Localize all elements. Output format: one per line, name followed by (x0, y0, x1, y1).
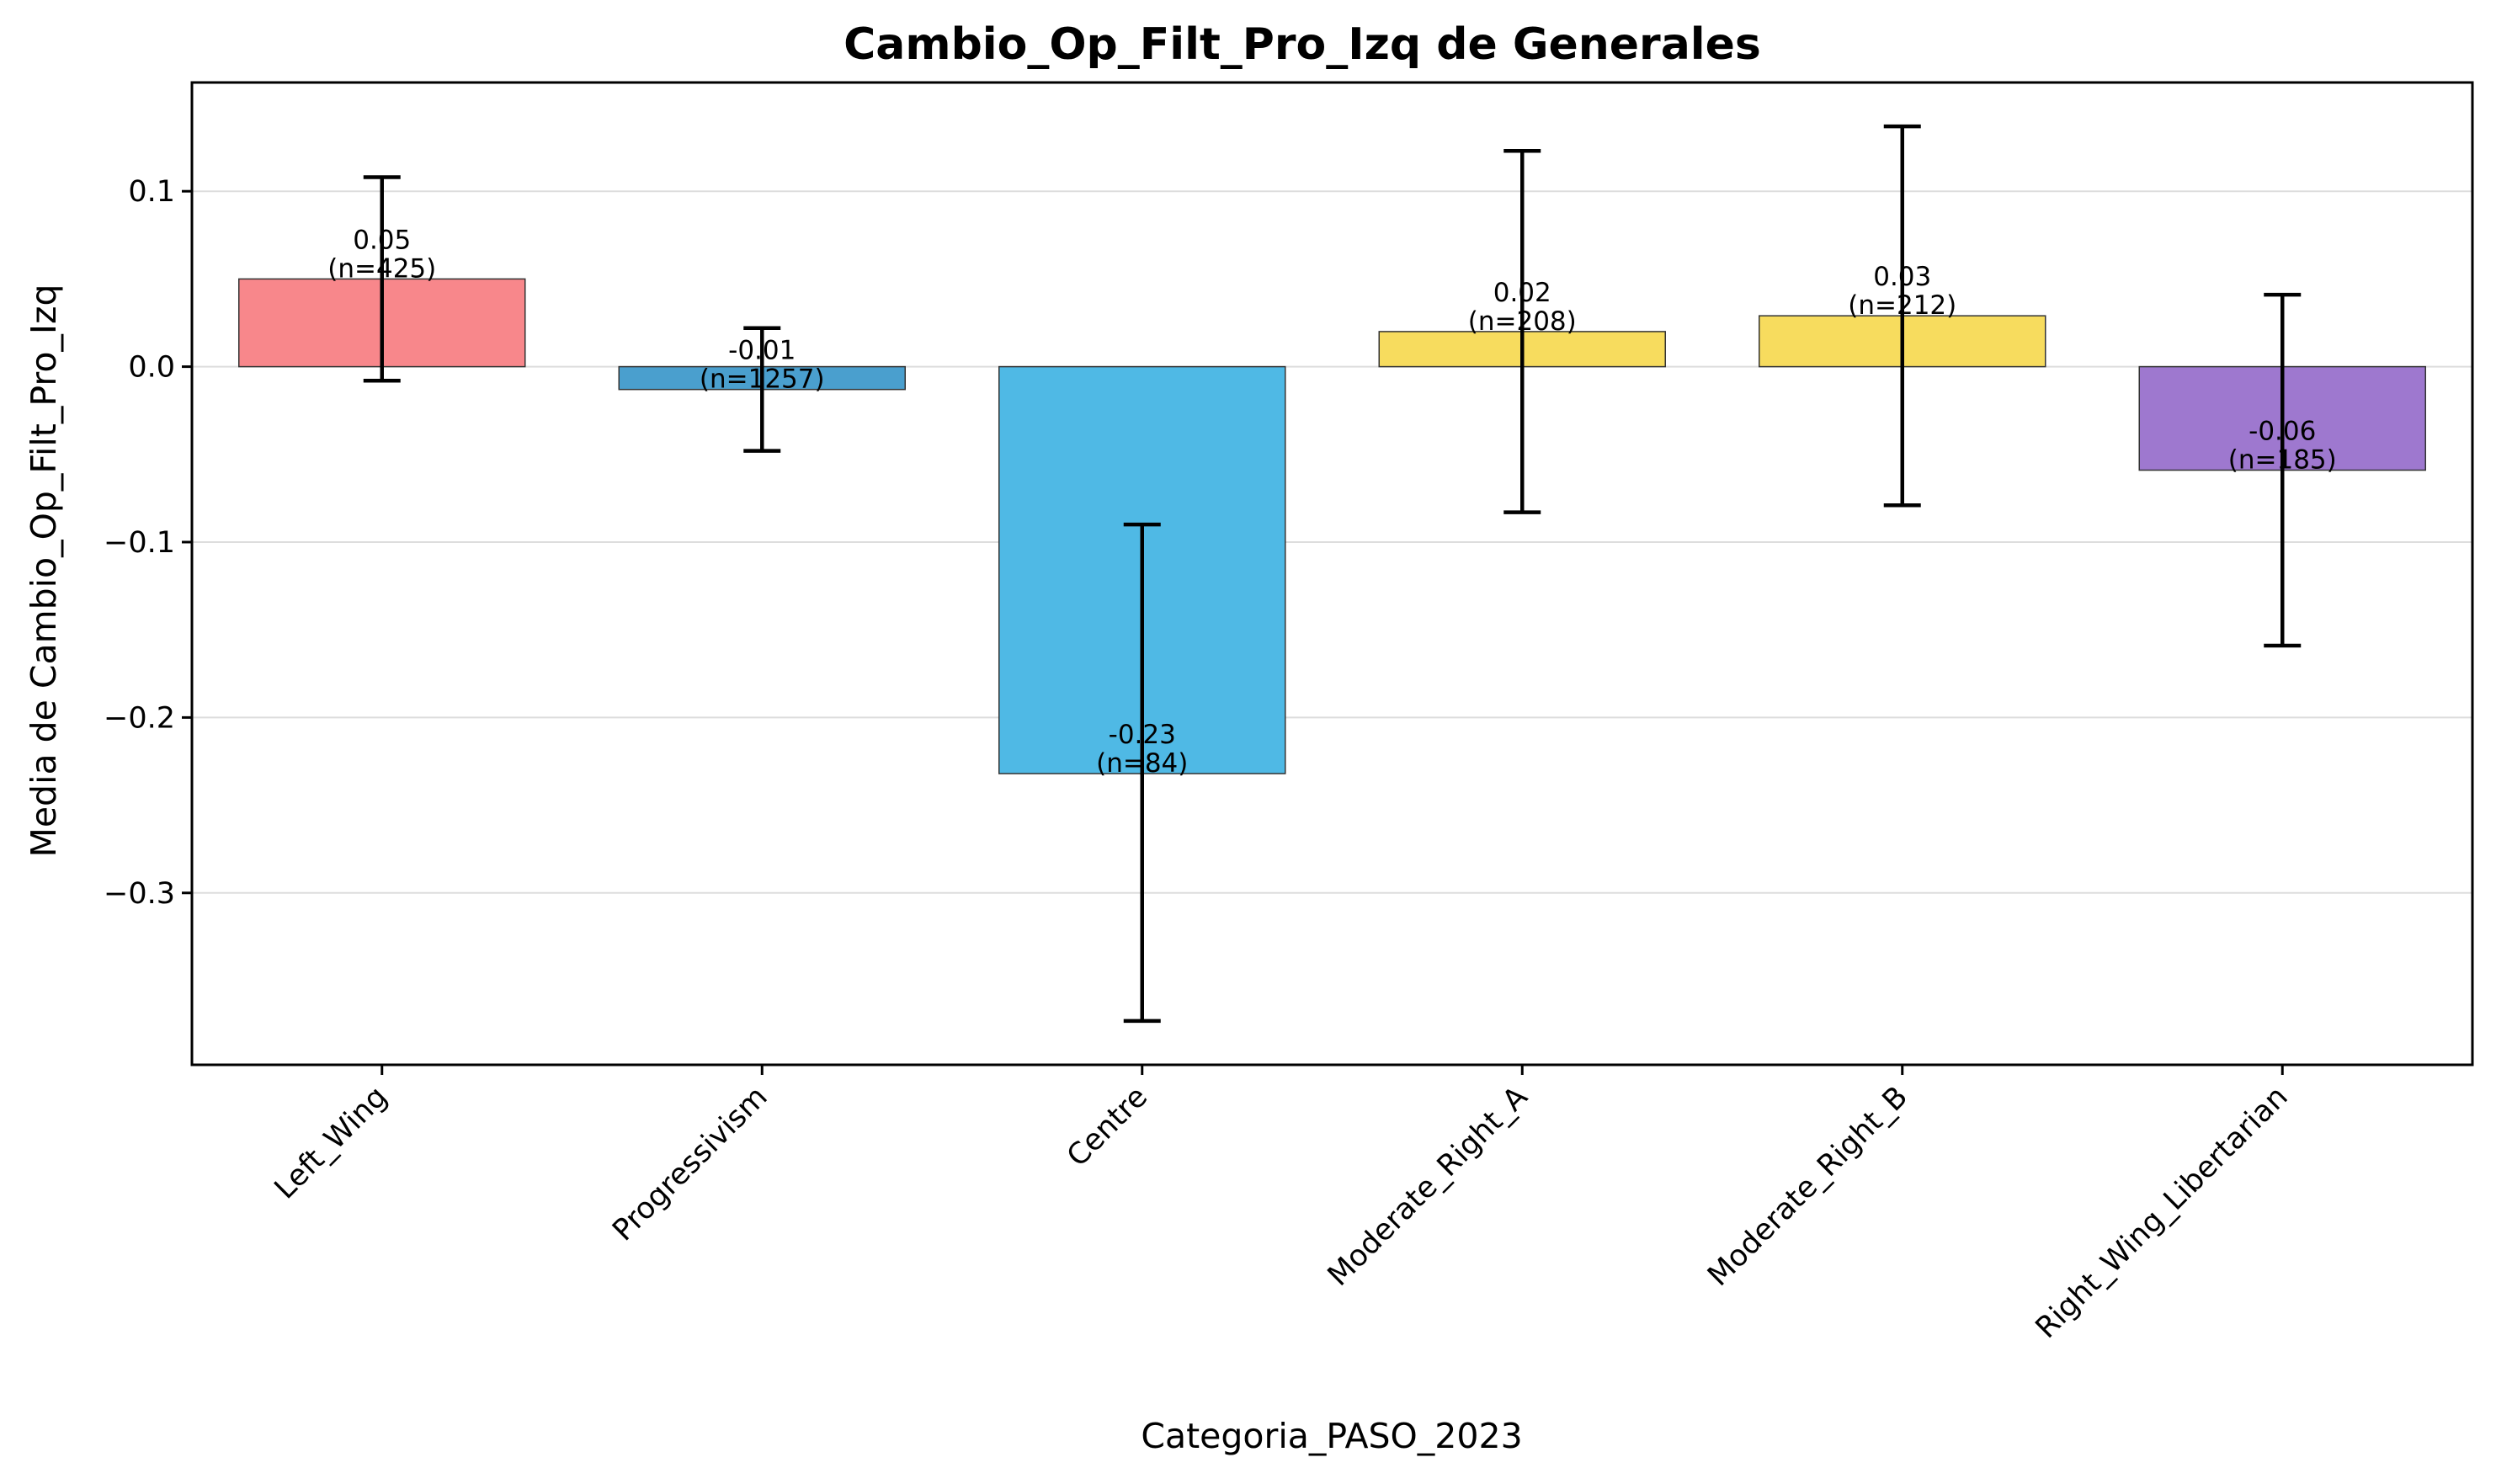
plot-frame (190, 81, 2474, 1066)
y-tick-label: −0.2 (104, 701, 175, 735)
x-tick-label: Moderate_Right_B (1701, 1080, 1914, 1293)
bar-count-label: (n=425) (327, 253, 436, 284)
y-axis-ticks: 0.1 0.0 −0.1 −0.2 −0.3 (104, 175, 192, 911)
bar-value-label: -0.06 (2249, 417, 2316, 447)
bar-value-label: 0.03 (1873, 262, 1931, 292)
y-axis-label: Media de Cambio_Op_Filt_Pro_Izq (24, 284, 64, 857)
bar-count-label: (n=212) (1848, 290, 1956, 321)
y-tick-label: −0.3 (104, 877, 175, 911)
bar-count-label: (n=185) (2228, 445, 2337, 476)
x-axis-ticks: Left_Wing Progressivism Centre Moderate_Rig… (269, 1065, 2295, 1345)
chart-title: Cambio_Op_Filt_Pro_Izq de Generales (844, 19, 1761, 70)
bars (238, 278, 2426, 774)
y-tick-label: −0.1 (104, 526, 175, 560)
x-tick-label: Right_Wing_Libertarian (2030, 1080, 2295, 1345)
bar-count-label: (n=84) (1096, 748, 1188, 779)
bar-count-label: (n=1257) (700, 364, 825, 395)
y-tick-label: 0.0 (128, 351, 175, 385)
x-tick-label: Left_Wing (269, 1080, 394, 1205)
bar-value-label: -0.23 (1109, 720, 1176, 750)
x-tick-label: Progressivism (606, 1080, 774, 1247)
bar-value-label: 0.02 (1493, 278, 1551, 308)
data-labels: 0.05(n=425)-0.01(n=1257)-0.23(n=84)0.02(… (327, 225, 2336, 779)
bar-value-label: -0.01 (728, 336, 796, 366)
y-tick-label: 0.1 (128, 175, 175, 209)
bar-count-label: (n=208) (1468, 306, 1577, 337)
bar-value-label: 0.05 (353, 225, 411, 255)
gridlines (192, 190, 2472, 894)
x-tick-label: Moderate_Right_A (1322, 1080, 1535, 1293)
x-tick-label: Centre (1061, 1080, 1154, 1173)
x-axis-label: Categoria_PASO_2023 (1141, 1416, 1522, 1456)
error-bars (363, 124, 2302, 1024)
